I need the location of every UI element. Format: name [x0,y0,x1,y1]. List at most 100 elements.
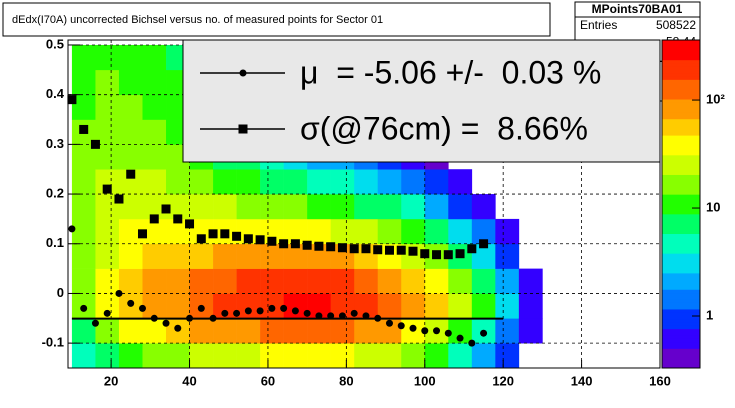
x-tick-label: 100 [414,373,436,388]
colorbar-segment [662,276,700,280]
heat-cell [142,243,167,269]
marker-circle [174,324,182,332]
heat-cell [260,243,284,269]
colorbar-segment [662,62,700,67]
heat-cell [213,169,237,195]
colorbar-segment [662,200,700,205]
colorbar-segment [662,345,700,349]
heat-cell [377,293,402,319]
colorbar-frame [661,39,701,369]
colorbar-segment [662,115,700,120]
heat-cell [236,293,261,319]
heat-cell [213,243,237,269]
heat-cell [283,343,308,369]
colorbar-segment [662,76,700,80]
colorbar-segment [662,141,700,146]
heat-cell [471,243,496,269]
heat-cell [448,268,473,294]
marker-circle [397,322,405,330]
heat-cell [330,293,355,319]
heat-cell [448,218,473,245]
marker-square [337,243,347,253]
heat-cell [95,318,120,344]
marker-circle [268,304,276,312]
y-tick-label: 0 [57,285,64,300]
colorbar-segment [662,246,700,251]
heat-cell [377,318,402,344]
colorbar-segment [662,148,700,153]
heat-cell [213,268,237,294]
heat-cell [166,194,190,220]
heat-cell [283,169,308,195]
colorbar-segment [662,43,700,48]
colorbar-segment [662,325,700,330]
y-tick-label: -0.1 [42,335,64,350]
colorbar-segment [662,171,700,175]
colorbar-segment [662,335,700,339]
heat-cell [118,194,143,220]
heat-cell [236,343,261,369]
heat-cell [307,243,331,269]
colorbar-segment [662,49,700,54]
heat-cell [71,144,96,170]
heat-cell [307,343,331,369]
z-tick-label: 1 [706,307,713,322]
colorbar-segment [662,348,700,353]
heat-cell [71,69,96,95]
colorbar-segment [662,289,700,294]
heat-cell [260,194,284,220]
marker-circle [468,339,476,347]
heat-cell [71,194,96,220]
heat-cell [189,268,214,294]
heat-cell [260,169,284,195]
colorbar-segment [662,305,700,310]
heat-cell [71,318,96,344]
heat-cell [71,44,96,71]
marker-circle [221,309,229,317]
heat-cell [71,268,96,294]
marker-square [326,242,336,252]
heat-cell [424,218,449,245]
heat-cell [307,268,331,294]
heat-cell [495,218,520,245]
heat-cell [118,268,143,294]
colorbar-segment [662,233,700,238]
heat-cell [95,343,120,369]
marker-circle [197,304,205,312]
heat-cell [354,268,379,294]
heat-cell [71,343,96,369]
heat-cell [424,343,449,369]
marker-square [137,229,147,239]
heat-cell [377,243,402,269]
marker-square [243,234,253,244]
marker-square [232,231,242,241]
chart-title: dEdx(I70A) uncorrected Bichsel versus no… [12,14,383,26]
marker-circle [409,324,417,332]
x-tick-label: 40 [182,373,196,388]
marker-circle [480,329,488,337]
colorbar-segment [662,295,700,300]
heat-cell [354,218,379,245]
colorbar-segment [662,40,700,44]
stats-title: MPoints70BA01 [592,2,683,16]
colorbar-segment [662,181,700,185]
heat-cell [118,343,143,369]
heat-cell [236,194,261,220]
colorbar-segment [662,351,700,356]
heat-cell [354,318,379,344]
colorbar-segment [662,279,700,284]
marker-circle [186,314,194,322]
colorbar-segment [662,174,700,179]
heat-cell [330,268,355,294]
marker-circle [209,314,217,322]
heat-cell [448,343,473,369]
y-tick-label: 0.2 [46,185,64,200]
heat-cell [471,293,496,319]
heat-cell [330,343,355,369]
heat-cell [118,44,143,71]
colorbar-segment [662,128,700,133]
colorbar-segment [662,53,700,57]
colorbar-segment [662,318,700,323]
colorbar-segment [662,292,700,297]
